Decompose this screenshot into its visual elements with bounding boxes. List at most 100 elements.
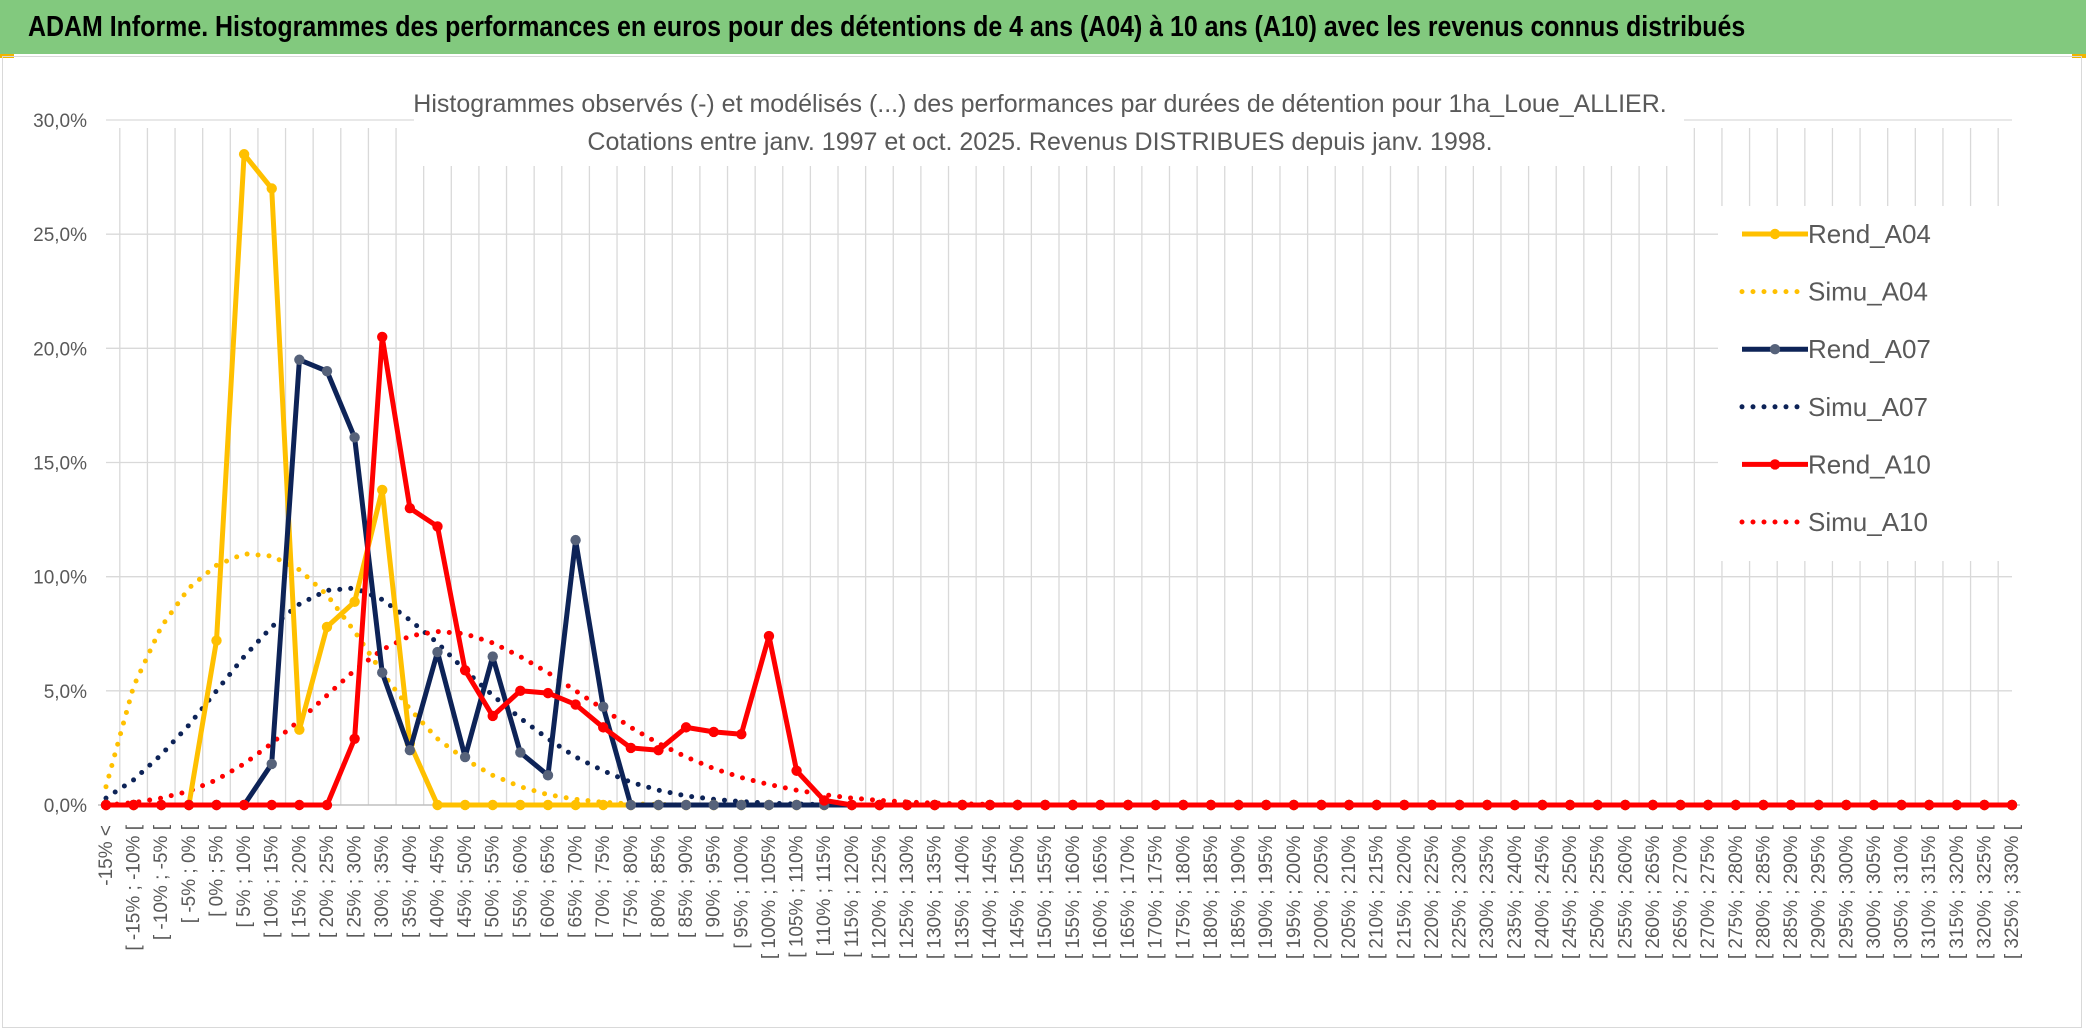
rend-a07-point xyxy=(515,747,526,758)
x-tick-label: [ 35% ; 40% [ xyxy=(400,824,421,938)
rend-a10-point xyxy=(1675,799,1686,811)
rend-a04-point xyxy=(294,724,305,735)
x-tick-label: [ 160% ; 165% [ xyxy=(1090,824,1111,959)
rend-a10-point xyxy=(542,687,554,699)
x-tick-label: [ 260% ; 265% [ xyxy=(1643,824,1664,959)
x-tick-label: [ 15% ; 20% [ xyxy=(289,824,310,938)
x-tick-label: [ 140% ; 145% [ xyxy=(980,824,1001,959)
x-tick-label: [ 190% ; 195% [ xyxy=(1256,824,1277,959)
x-tick-label: [ 225% ; 230% [ xyxy=(1450,824,1471,959)
report-banner: ADAM Informe. Histogrammes des performan… xyxy=(0,0,2086,54)
rend-a10-legend-label: Rend_A10 xyxy=(1808,449,1931,479)
rend-a07-point xyxy=(736,799,747,811)
rend-a10-point xyxy=(1316,799,1327,811)
rend-a10-point xyxy=(653,745,664,756)
rend-a10-point xyxy=(1371,799,1382,811)
x-tick-label: [ 275% ; 280% [ xyxy=(1726,824,1747,959)
title-background xyxy=(414,82,1684,166)
rend-a10-point xyxy=(598,722,609,733)
x-tick-label: [ 125% ; 130% [ xyxy=(897,824,918,959)
rend-a04-point xyxy=(598,799,609,811)
x-tick-label: [ 195% ; 200% [ xyxy=(1284,824,1305,959)
rend-a04-point xyxy=(211,635,222,646)
rend-a10-point xyxy=(1426,799,1438,811)
x-tick-label: [ 200% ; 205% [ xyxy=(1311,824,1332,959)
x-tick-label: [ 70% ; 75% [ xyxy=(593,824,614,938)
rend-a10-legend-marker xyxy=(1769,459,1781,470)
x-tick-label: [ 290% ; 295% [ xyxy=(1809,824,1830,959)
rend-a10-point xyxy=(1702,799,1714,811)
y-tick-label: 25,0% xyxy=(33,225,87,246)
rend-a04-point xyxy=(349,596,360,607)
rend-a10-point xyxy=(1260,799,1272,811)
x-tick-label: [ 175% ; 180% [ xyxy=(1173,824,1194,959)
rend-a10-point xyxy=(819,795,830,806)
y-tick-label: 10,0% xyxy=(33,568,87,589)
x-tick-label: [ 215% ; 220% [ xyxy=(1394,824,1415,959)
x-tick-label: [ 280% ; 285% [ xyxy=(1753,824,1774,959)
x-tick-label: [ 60% ; 65% [ xyxy=(538,824,559,938)
rend-a10-point xyxy=(100,799,112,811)
simu-a04-legend-label: Simu_A04 xyxy=(1808,277,1928,307)
rend-a10-point xyxy=(377,331,388,343)
rend-a10-point xyxy=(791,765,802,776)
rend-a04-point xyxy=(459,799,471,811)
rend-a10-point xyxy=(984,799,996,811)
x-tick-label: [ 10% ; 15% [ xyxy=(262,824,283,938)
rend-a07-point xyxy=(570,534,581,546)
report-title: ADAM Informe. Histogrammes des performan… xyxy=(28,10,1746,43)
chart-frame xyxy=(2,56,2082,1028)
rend-a04-point xyxy=(570,799,581,811)
rend-a10-point xyxy=(1178,799,1189,811)
x-tick-label: [ 20% ; 25% [ xyxy=(317,824,338,938)
rend-a07-point xyxy=(487,651,498,662)
rend-a10-point xyxy=(680,722,692,733)
rend-a10-point xyxy=(929,799,940,811)
rend-a10-point xyxy=(321,799,333,811)
y-tick-label: 0,0% xyxy=(44,796,87,817)
rend-a10-point xyxy=(1620,799,1631,811)
rend-a10-point xyxy=(1896,799,1907,811)
x-tick-label: [ 85% ; 90% [ xyxy=(676,824,697,938)
x-tick-label: [ 205% ; 210% [ xyxy=(1339,824,1360,959)
rend-a10-point xyxy=(736,729,747,740)
x-tick-label: [ 295% ; 300% [ xyxy=(1836,824,1857,959)
rend-a04-legend-marker xyxy=(1769,228,1781,240)
x-tick-label: [ 300% ; 305% [ xyxy=(1864,824,1885,959)
x-tick-label: [ 90% ; 95% [ xyxy=(704,824,725,938)
x-tick-label: [ 135% ; 140% [ xyxy=(952,824,973,959)
rend-a10-point xyxy=(1095,799,1106,811)
rend-a10-point xyxy=(1288,799,1299,811)
rend-a04-point xyxy=(432,799,443,811)
y-tick-label: 20,0% xyxy=(33,339,87,360)
x-tick-label: [ 210% ; 215% [ xyxy=(1367,824,1388,959)
x-tick-label: [ 110% ; 115% [ xyxy=(814,824,835,956)
simu-a07-legend-label: Simu_A07 xyxy=(1808,392,1928,422)
rend-a04-point xyxy=(487,799,498,811)
rend-a07-point xyxy=(321,365,333,377)
rend-a10-point xyxy=(238,799,250,811)
rend-a04-point xyxy=(238,149,250,160)
x-tick-label: [ 170% ; 175% [ xyxy=(1146,824,1167,959)
rend-a04-point xyxy=(266,183,277,194)
x-tick-label: -15% < xyxy=(96,825,117,886)
rend-a10-point xyxy=(1481,799,1493,811)
rend-a10-point xyxy=(1841,799,1852,811)
rend-a07-point xyxy=(459,751,471,763)
rend-a10-point xyxy=(211,799,222,811)
rend-a07-point xyxy=(404,745,416,756)
x-tick-label: [ 130% ; 135% [ xyxy=(925,824,946,959)
rend-a10-point xyxy=(349,733,360,744)
x-tick-label: [ 80% ; 85% [ xyxy=(648,824,669,938)
rend-a07-point xyxy=(377,667,388,678)
rend-a10-point xyxy=(570,699,581,710)
x-tick-label: [ 105% ; 110% [ xyxy=(787,824,808,957)
rend-a10-point xyxy=(294,799,305,811)
rend-a10-point xyxy=(763,630,775,642)
rend-a10-point xyxy=(1592,799,1603,811)
x-tick-label: [ 250% ; 255% [ xyxy=(1588,824,1609,959)
rend-a10-point xyxy=(266,799,277,811)
x-tick-label: [ 180% ; 185% [ xyxy=(1201,824,1222,959)
y-tick-label: 30,0% xyxy=(33,111,87,132)
x-tick-label: [ 310% ; 315% [ xyxy=(1919,824,1940,959)
